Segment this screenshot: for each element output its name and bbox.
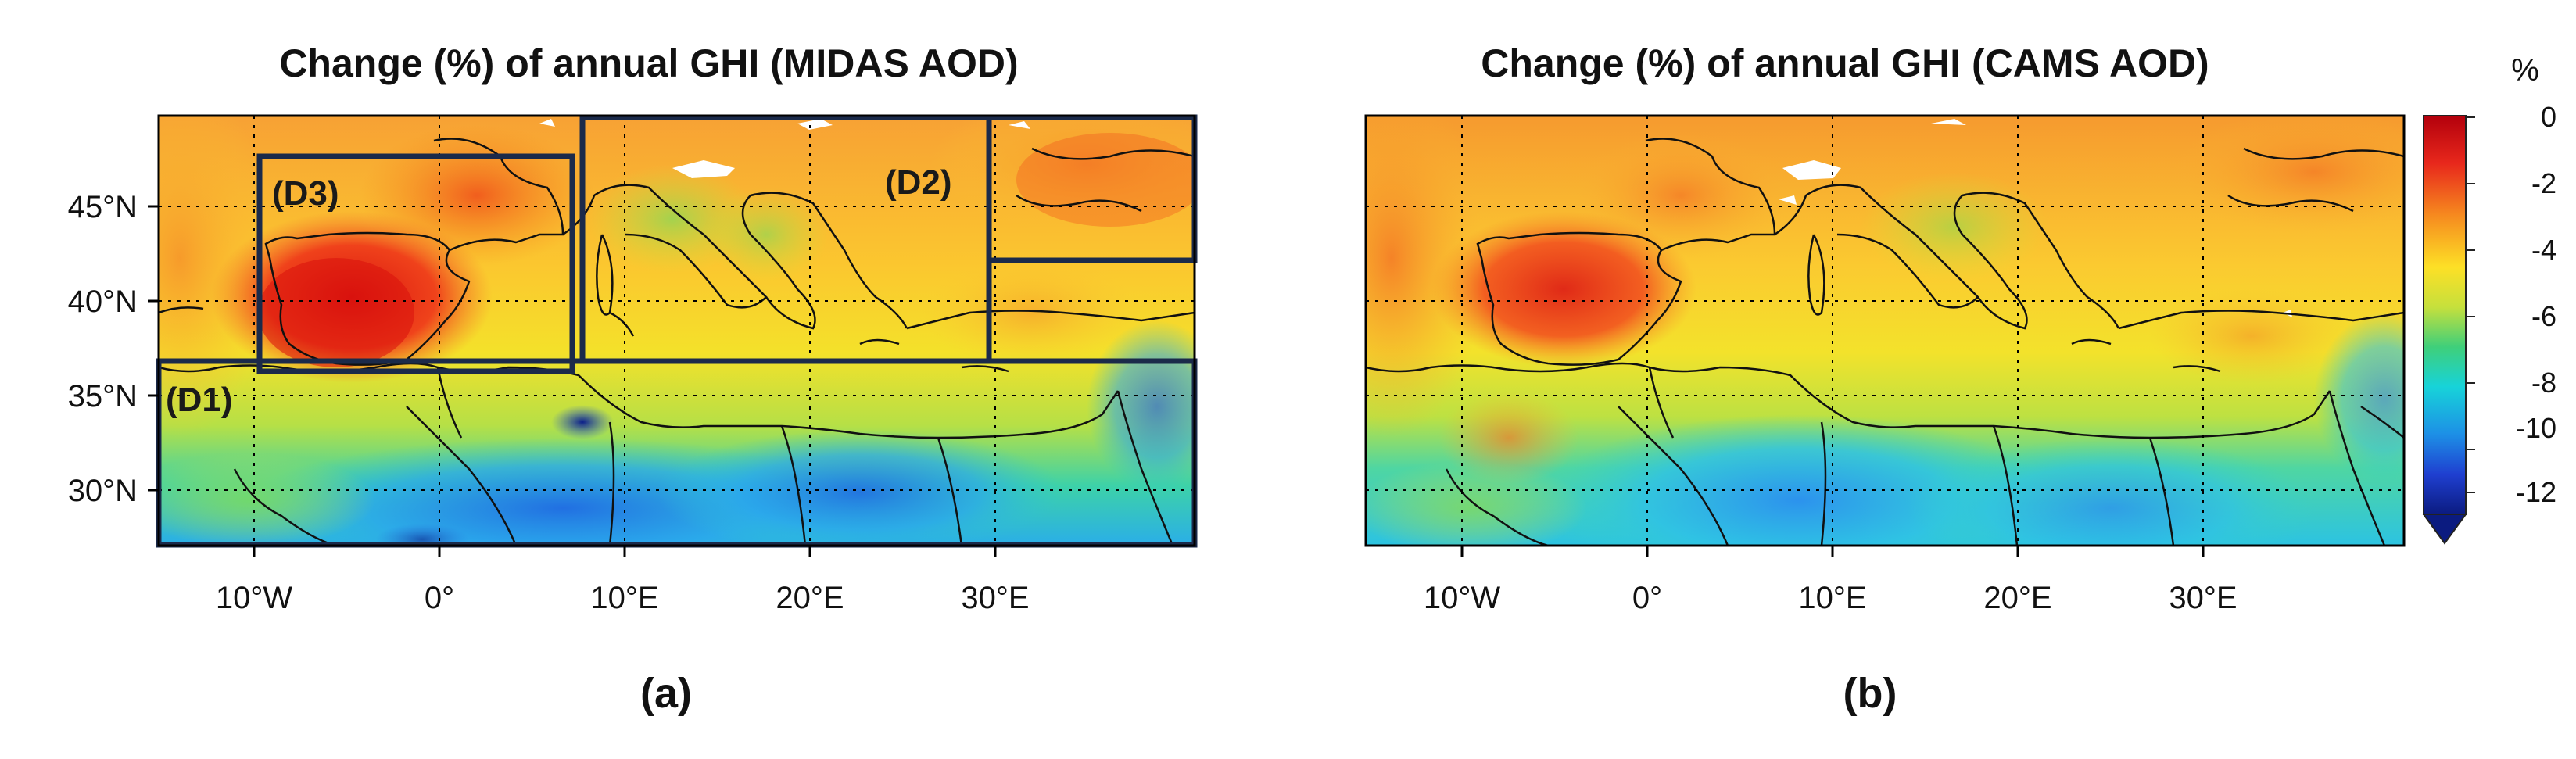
- region-box-d3: [256, 153, 575, 374]
- colorbar-tick-label: -6: [2531, 300, 2556, 332]
- colorbar-tick-label: -8: [2531, 367, 2556, 399]
- panel-b-x-tick-labels: 10°W 0° 10°E 20°E 30°E: [1424, 581, 2237, 615]
- panel-a-tick-marks: [148, 205, 997, 557]
- colorbar: % 0 -2 -4 -6 -8 -10 -12: [2422, 53, 2556, 545]
- panel-b-heatmap: [1366, 116, 2404, 546]
- panel-a-x-tick-labels: 10°W 0° 10°E 20°E 30°E: [216, 581, 1030, 615]
- colorbar-tick-labels: 0 -2 -4 -6 -8 -10 -12: [2516, 101, 2556, 508]
- panel-a: Change (%) of annual GHI (MIDAS AOD): [68, 41, 1198, 717]
- colorbar-tick-label: -12: [2516, 476, 2556, 508]
- y-tick-label: 35°N: [68, 379, 138, 414]
- y-tick-label: 45°N: [68, 190, 138, 224]
- x-tick-label: 20°E: [1983, 581, 2051, 615]
- panel-a-heatmap: [159, 116, 1195, 546]
- colorbar-tick-marks: [2466, 116, 2475, 493]
- colorbar-unit: %: [2511, 53, 2539, 88]
- colorbar-gradient: [2423, 115, 2467, 515]
- colorbar-tick-label: 0: [2541, 101, 2556, 133]
- panel-b-label: (b): [1843, 670, 1897, 717]
- y-tick-label: 40°N: [68, 285, 138, 319]
- region-label-d3: (D3): [272, 174, 339, 213]
- region-label-d2: (D2): [885, 163, 952, 202]
- x-tick-label: 10°E: [590, 581, 658, 615]
- panel-a-title: Change (%) of annual GHI (MIDAS AOD): [279, 41, 1018, 85]
- colorbar-tick-label: -2: [2531, 167, 2556, 199]
- panel-b-title: Change (%) of annual GHI (CAMS AOD): [1481, 41, 2209, 85]
- panel-a-label: (a): [640, 670, 692, 717]
- panel-a-y-tick-labels: 45°N 40°N 35°N 30°N: [68, 190, 138, 508]
- x-tick-label: 10°W: [216, 581, 292, 615]
- x-tick-label: 30°E: [2169, 581, 2237, 615]
- x-tick-label: 10°E: [1798, 581, 1866, 615]
- panel-b: Change (%) of annual GHI (CAMS AOD): [1364, 41, 2406, 717]
- panel-a-frame: [157, 114, 1196, 547]
- panel-a-gridlines: [159, 116, 1195, 546]
- colorbar-extend-triangle: [2422, 514, 2467, 545]
- x-tick-label: 10°W: [1424, 581, 1500, 615]
- panel-b-tick-marks: [1460, 546, 2205, 557]
- panel-b-gridlines: [1366, 116, 2404, 546]
- panel-b-frame: [1364, 114, 2406, 547]
- colorbar-tick-label: -4: [2531, 234, 2556, 266]
- colorbar-tick-label: -10: [2516, 412, 2556, 444]
- y-tick-label: 30°N: [68, 474, 138, 508]
- region-label-d1: (D1): [166, 381, 233, 419]
- x-tick-label: 0°: [425, 581, 454, 615]
- x-tick-label: 30°E: [961, 581, 1029, 615]
- x-tick-label: 0°: [1632, 581, 1662, 615]
- x-tick-label: 20°E: [776, 581, 844, 615]
- panel-b-coastlines: [1366, 138, 2404, 546]
